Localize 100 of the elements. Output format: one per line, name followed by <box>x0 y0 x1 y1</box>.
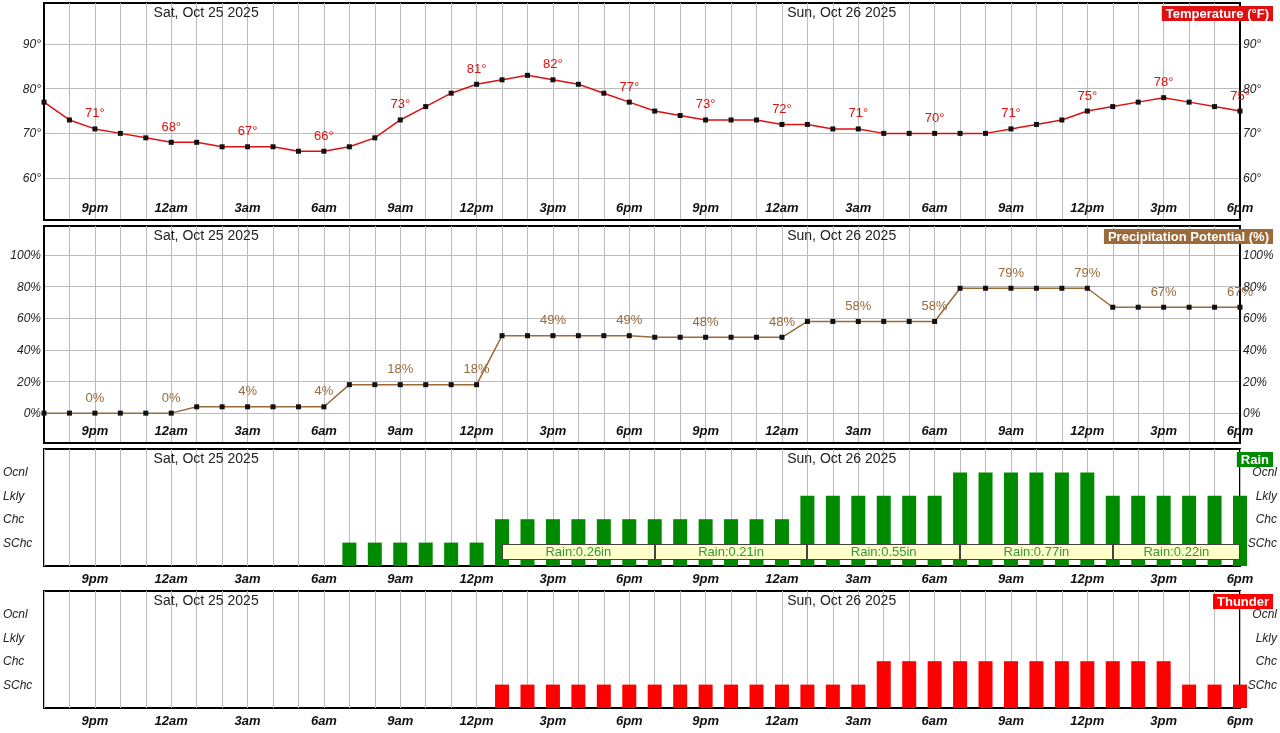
x-tick-label: 3pm <box>539 423 567 438</box>
x-tick-label: 12pm <box>1070 423 1105 438</box>
x-tick-label: 12am <box>765 200 800 215</box>
x-tick-label: 9am <box>997 200 1025 215</box>
data-label: 67% <box>1150 283 1178 299</box>
x-tick-label: 9am <box>997 423 1025 438</box>
x-tick-label: 12am <box>154 713 189 728</box>
x-tick-label: 9pm <box>81 200 109 215</box>
x-tick-label: 9pm <box>692 713 720 728</box>
y-tick-label: 90° <box>22 37 42 52</box>
bar <box>469 542 484 566</box>
x-tick-label: 3pm <box>1150 713 1178 728</box>
text: Ocnl <box>3 465 29 480</box>
x-tick-label: 6pm <box>615 423 644 438</box>
x-tick-label: 3pm <box>1150 423 1178 438</box>
x-tick-label: 3pm <box>539 713 567 728</box>
y2-tick-label: 90° <box>1243 37 1262 52</box>
y-tick-label: 0% <box>23 406 42 421</box>
x-tick-label: 3pm <box>539 200 567 215</box>
text: Sun, Oct 26 2025 <box>787 450 897 466</box>
data-label: 72° <box>772 100 792 116</box>
x-tick-label: 6am <box>310 713 338 728</box>
x-tick-label: 12pm <box>459 713 495 728</box>
x-tick-label: 9pm <box>81 571 109 586</box>
x-tick-label: 12am <box>765 571 800 586</box>
text: Thunder <box>1217 594 1270 609</box>
x-tick-label: 3am <box>234 571 262 586</box>
text: Temperature (°F) <box>1165 6 1270 21</box>
y-tick-label: 80% <box>16 279 42 294</box>
x-tick-label: 12am <box>154 200 189 215</box>
data-label: 48% <box>768 313 796 329</box>
y2-tick-label: 60% <box>1243 311 1268 326</box>
data-label: 0% <box>161 389 182 405</box>
y2-tick-label: 60° <box>1243 171 1262 186</box>
x-tick-label: 6am <box>921 713 949 728</box>
rain-amount-box: Rain:0.26in <box>502 543 655 560</box>
text: Lkly <box>1255 488 1278 503</box>
text: SChc <box>1247 677 1277 692</box>
text: Precipitation Potential (%) <box>1107 229 1270 244</box>
data-label: 78° <box>1153 74 1174 90</box>
x-tick-label: 6pm <box>1226 713 1254 728</box>
x-tick-label: 6am <box>921 571 949 586</box>
x-tick-label: 12pm <box>1070 571 1105 586</box>
data-label: 79% <box>1074 264 1101 280</box>
x-tick-label: 6pm <box>1226 571 1254 586</box>
x-tick-label: 3am <box>845 571 872 586</box>
x-tick-label: 6pm <box>615 200 644 215</box>
x-tick-label: 6am <box>310 571 338 586</box>
x-tick-label: 9am <box>387 200 414 215</box>
data-label: 67° <box>237 123 258 139</box>
bar <box>342 542 357 566</box>
y-tick-label: 100% <box>10 248 42 263</box>
text: Sun, Oct 26 2025 <box>787 592 897 608</box>
x-tick-label: 3am <box>234 423 262 438</box>
bar <box>444 542 459 566</box>
data-label: 58% <box>921 297 949 313</box>
x-tick-label: 6pm <box>615 571 644 586</box>
x-tick-label: 12pm <box>459 200 495 215</box>
text: Sat, Oct 25 2025 <box>153 592 259 608</box>
x-tick-label: 3pm <box>1150 200 1178 215</box>
x-tick-label: 12am <box>765 423 800 438</box>
text: Chc <box>3 512 25 527</box>
annotation: Sun, Oct 26 2025 <box>787 4 897 20</box>
data-label: 73° <box>390 96 411 112</box>
annotation: Sat, Oct 25 2025 <box>153 227 259 243</box>
y-tick-label: 70° <box>22 126 42 141</box>
x-tick-label: 9am <box>387 423 414 438</box>
y2-tick-label: 40% <box>1243 342 1268 357</box>
x-tick-label: 12am <box>154 423 189 438</box>
data-label: 4% <box>238 383 258 399</box>
data-label: 81° <box>466 60 487 76</box>
data-label: 70° <box>924 109 945 125</box>
bar <box>367 542 382 566</box>
text: Ocnl <box>3 607 29 622</box>
data-label: 49% <box>616 312 643 328</box>
x-tick-label: 6pm <box>615 713 644 728</box>
data-label: 4% <box>314 383 334 399</box>
x-tick-label: 9pm <box>81 423 109 438</box>
data-label: 48% <box>692 313 720 329</box>
x-tick-label: 9am <box>387 571 414 586</box>
data-label: 79% <box>997 264 1025 280</box>
data-label: 68° <box>161 118 182 134</box>
data-label: 73° <box>695 96 716 112</box>
x-tick-label: 12am <box>154 571 189 586</box>
text: Lkly <box>1255 630 1278 645</box>
text: Chc <box>3 654 25 669</box>
x-tick-label: 6am <box>310 200 338 215</box>
bar <box>393 542 408 566</box>
text: SChc <box>3 677 33 692</box>
x-tick-label: 6am <box>310 423 338 438</box>
y2-tick-label: 70° <box>1243 126 1262 141</box>
y-tick-label: 60° <box>22 171 42 186</box>
x-tick-label: 9am <box>997 571 1025 586</box>
x-tick-label: 6am <box>921 423 949 438</box>
data-label: 71° <box>848 105 869 121</box>
x-tick-label: 12am <box>765 713 800 728</box>
text: Ocnl <box>1252 607 1278 622</box>
text: Lkly <box>3 488 26 503</box>
annotation: Sun, Oct 26 2025 <box>787 227 897 243</box>
rain-amount-box: Rain:0.77in <box>960 543 1113 560</box>
